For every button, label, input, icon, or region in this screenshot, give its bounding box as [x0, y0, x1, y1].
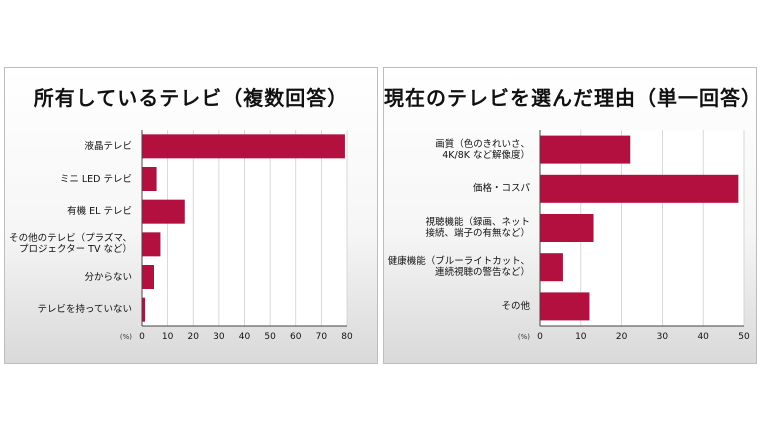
category-label: 液晶テレビ: [84, 140, 132, 152]
chart-panel-owned-tv: 所有しているテレビ（複数回答） 0 10 20 30 40 50 60 70 80 (%) 液晶テレ…: [4, 67, 378, 364]
x-tick-label: 10: [161, 332, 174, 342]
bar: [142, 265, 155, 289]
category-label: 有機 EL テレビ: [67, 206, 132, 218]
bar: [142, 134, 345, 159]
chart-panel-reason: 現在のテレビを選んだ理由（単一回答） 0 10 20 30 40 50 (%) 画質（色のきれ…: [383, 67, 762, 364]
bar: [540, 174, 739, 203]
category-label: 価格・コスパ: [472, 183, 530, 195]
x-tick-label: 0: [139, 332, 145, 342]
bar: [540, 292, 590, 321]
x-tick-label: 40: [238, 332, 251, 342]
bar: [142, 199, 185, 224]
chart-title: 現在のテレビを選んだ理由（単一回答）: [384, 86, 762, 110]
bar: [142, 232, 161, 257]
bar: [540, 135, 631, 164]
bar: [142, 297, 146, 322]
x-tick-label: 30: [213, 332, 225, 342]
x-tick-label: 0: [537, 332, 543, 342]
category-label: 健康機能（ブルーライトカット、 連続視聴の警告など）: [387, 256, 530, 279]
x-tick-label: 50: [264, 332, 276, 342]
unit-label: (%): [517, 333, 530, 341]
category-label: テレビを持っていない: [37, 304, 132, 316]
x-tick-label: 70: [315, 332, 328, 342]
unit-label: (%): [119, 333, 132, 341]
category-label: 分からない: [84, 271, 132, 283]
x-tick-label: 20: [615, 332, 628, 342]
chart-plot: [539, 130, 745, 327]
x-tick-label: 80: [341, 332, 353, 342]
x-tick-label: 30: [656, 332, 669, 342]
category-label: その他: [501, 300, 530, 312]
chart-plot: [141, 130, 348, 327]
category-label: 視聴機能（録画、ネット 接続、端子の有無など）: [425, 217, 530, 239]
category-label: その他のテレビ（プラズマ、 プロジェクター TV など）: [9, 233, 132, 256]
chart-title: 所有しているテレビ（複数回答）: [33, 86, 349, 110]
x-tick-label: 20: [187, 332, 199, 342]
category-label: 画質（色のきれいさ、 4K/8K など解像度）: [435, 138, 530, 161]
x-tick-label: 40: [697, 332, 709, 342]
category-label: ミニ LED テレビ: [59, 173, 132, 185]
bar: [142, 167, 157, 191]
x-tick-label: 10: [575, 332, 587, 342]
bar: [540, 253, 563, 282]
bar: [540, 214, 594, 242]
x-tick-label: 60: [290, 332, 302, 342]
x-tick-label: 50: [738, 332, 750, 342]
